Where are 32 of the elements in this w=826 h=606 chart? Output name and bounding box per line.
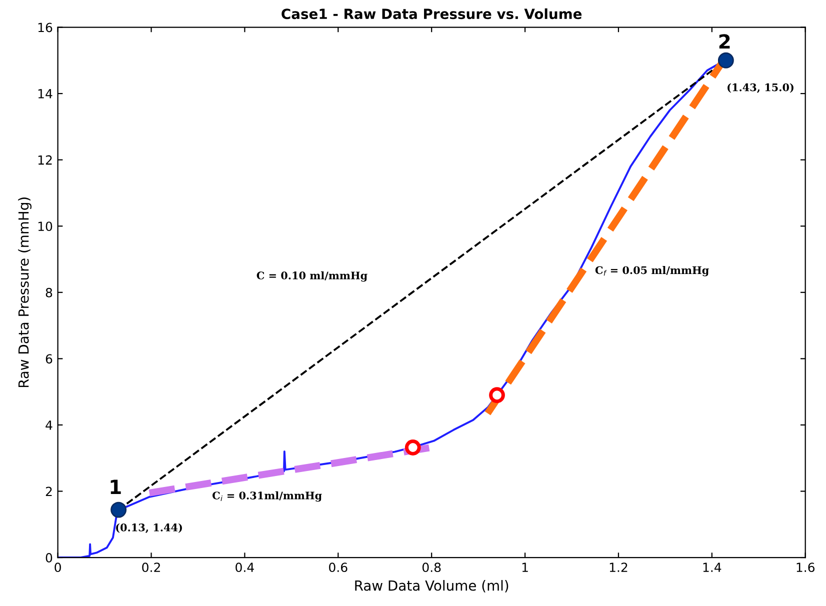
y-tick-label: 10 <box>38 222 52 232</box>
y-tick-label: 16 <box>38 22 52 32</box>
annotation: (0.13, 1.44) <box>116 523 182 533</box>
point <box>718 52 734 68</box>
y-tick-label: 8 <box>46 288 52 298</box>
x-axis-title: Raw Data Volume (ml) <box>355 580 508 592</box>
x-tick-label: 0.6 <box>329 562 348 572</box>
annotation: C$_{f}$ = 0.05 ml/mmHg <box>595 266 709 276</box>
y-tick-label: 14 <box>38 89 52 98</box>
x-tick-label: 1.4 <box>703 562 722 572</box>
x-tick-label: 1 <box>522 562 528 572</box>
y-tick-label: 2 <box>46 486 52 496</box>
annotation: 1 <box>110 480 121 494</box>
x-tick-label: 1.2 <box>610 562 628 572</box>
y-tick-label: 6 <box>46 354 52 364</box>
x-tick-label: 0 <box>54 562 61 572</box>
chart-title: Case1 - Raw Data Pressure vs. Volume <box>282 8 582 20</box>
y-axis-title: Raw Data Pressure (mmHg) <box>18 198 32 388</box>
point <box>489 387 505 404</box>
annotation: (1.43, 15.0) <box>728 83 794 93</box>
y-tick-label: 4 <box>46 420 52 430</box>
x-tick-label: 0.4 <box>236 562 254 572</box>
y-tick-label: 0 <box>46 552 52 562</box>
point <box>110 502 127 518</box>
annotation: C = 0.10 ml/mmHg <box>256 271 368 282</box>
point <box>404 440 421 456</box>
annotation: C$_{i}$ = 0.31ml/mmHg <box>212 491 322 502</box>
x-tick-label: 1.6 <box>796 562 815 572</box>
x-tick-label: 0.2 <box>142 562 160 572</box>
y-tick-label: 12 <box>38 155 52 165</box>
annotation: 2 <box>719 34 730 49</box>
x-tick-label: 0.8 <box>422 562 441 572</box>
